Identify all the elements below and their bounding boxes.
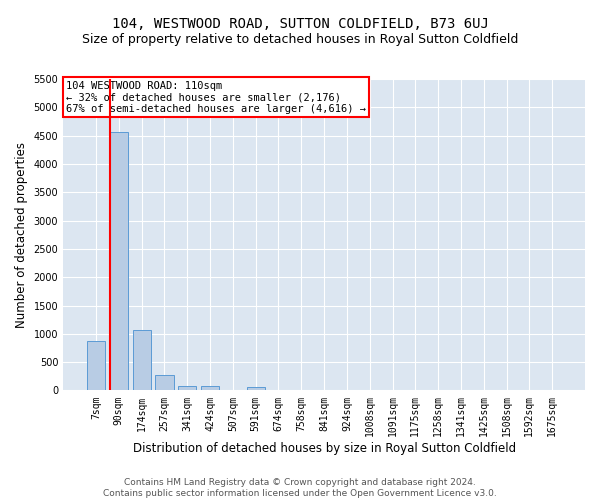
Bar (87, 340, 105, 390)
Text: Size of property relative to detached houses in Royal Sutton Coldfield: Size of property relative to detached ho… (82, 32, 518, 46)
Y-axis label: Number of detached properties: Number of detached properties (15, 142, 28, 328)
X-axis label: Distribution of detached houses by size in Royal Sutton Coldfield: Distribution of detached houses by size … (133, 442, 515, 455)
Bar (155, 375, 173, 390)
Text: Contains HM Land Registry data © Crown copyright and database right 2024.
Contai: Contains HM Land Registry data © Crown c… (103, 478, 497, 498)
Bar (247, 388, 265, 390)
Text: 104 WESTWOOD ROAD: 110sqm
← 32% of detached houses are smaller (2,176)
67% of se: 104 WESTWOOD ROAD: 110sqm ← 32% of detac… (66, 80, 366, 114)
Text: 104, WESTWOOD ROAD, SUTTON COLDFIELD, B73 6UJ: 104, WESTWOOD ROAD, SUTTON COLDFIELD, B7… (112, 18, 488, 32)
Bar (133, 330, 151, 390)
Bar (201, 386, 219, 390)
Bar (178, 386, 196, 390)
Bar (110, 132, 128, 390)
